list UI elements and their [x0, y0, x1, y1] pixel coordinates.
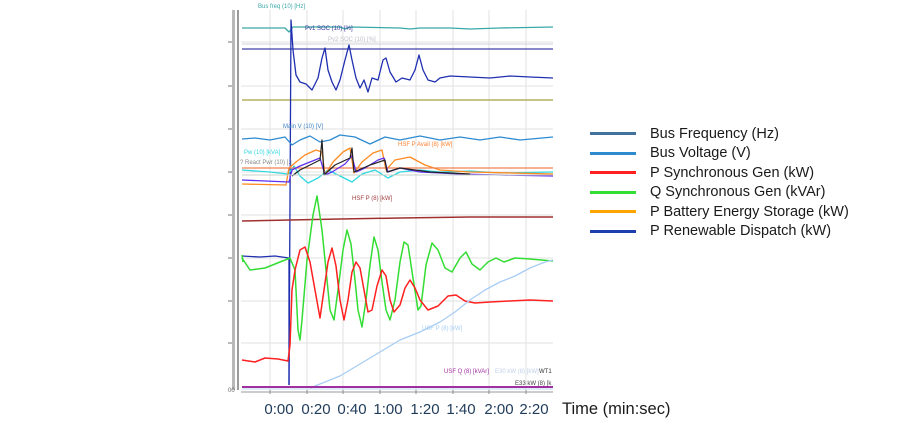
x-tick-label: 1:40 — [446, 401, 476, 418]
grid-lines — [228, 10, 553, 394]
series-line — [241, 254, 244, 263]
x-tick-label: 0:00 — [264, 401, 294, 418]
trace-label: Pv2 SOC (10) [%] — [328, 37, 376, 43]
series-line — [241, 255, 290, 385]
y-axis — [232, 10, 553, 393]
legend-label: Bus Frequency (Hz) — [650, 125, 779, 142]
legend-item: Bus Voltage (V) — [590, 144, 849, 164]
x-tick-label: 2:00 — [484, 401, 514, 418]
trace-label: Pw (10) [kVA] — [244, 150, 281, 156]
trace-label: USF Q (8) [kVAr] — [444, 369, 489, 375]
series-line — [241, 216, 553, 222]
trace-label: WT1 — [539, 369, 552, 375]
legend-item: Q Synchronous Gen (kVAr) — [590, 183, 849, 203]
legend-item: Bus Frequency (Hz) — [590, 124, 849, 144]
x-tick-label: 1:00 — [373, 401, 403, 418]
origin-label: 00 — [228, 388, 235, 394]
x-axis-label: Time (min:sec) — [562, 400, 671, 418]
trace-label: Pv1 SOC (10) [%] — [305, 26, 353, 32]
legend-item: P Renewable Dispatch (kW) — [590, 222, 849, 242]
trace-label: Bus freq (10) [Hz] — [258, 4, 305, 10]
series-line — [241, 246, 554, 363]
legend-label: Q Synchronous Gen (kVAr) — [650, 184, 826, 201]
trace-label: ? React Pwr (10) [.] — [240, 160, 292, 166]
series-line — [241, 195, 554, 341]
trace-label: E30 kW (8) [kW] — [495, 369, 539, 375]
series-line — [241, 134, 554, 146]
trace-labels: Bus freq (10) [Hz] Pv1 SOC (10) [%] Pv2 SO… — [240, 4, 552, 387]
x-tick-label: 0:20 — [301, 401, 331, 418]
legend-swatch-icon — [590, 151, 636, 155]
series-line — [309, 259, 554, 389]
x-tick-label: 2:20 — [519, 401, 549, 418]
legend-label: Bus Voltage (V) — [650, 145, 751, 162]
legend-swatch-icon — [590, 190, 636, 194]
legend-label: P Renewable Dispatch (kW) — [650, 223, 832, 240]
series-lines — [241, 19, 554, 390]
trace-label: HSF P (8) [kW] — [352, 196, 393, 202]
trace-label: USF P (8) [kW] — [422, 326, 463, 332]
legend-item: P Synchronous Gen (kW) — [590, 163, 849, 183]
trace-label: HSF P Avail (8) [kW] — [398, 142, 453, 148]
trace-label: Main V (10) [V] — [283, 124, 323, 130]
series-line — [241, 147, 554, 186]
x-tick-label: 0:40 — [337, 401, 367, 418]
legend-swatch-icon — [590, 210, 636, 214]
trace-label: E33 kW (8) [k — [515, 381, 552, 387]
legend-swatch-icon — [590, 229, 636, 233]
legend-swatch-icon — [590, 132, 636, 136]
x-tick-label: 1:20 — [410, 401, 440, 418]
series-line — [242, 26, 554, 33]
series-line — [241, 155, 554, 183]
series-line — [288, 19, 554, 386]
legend-item: P Battery Energy Storage (kW) — [590, 202, 849, 222]
legend-label: P Synchronous Gen (kW) — [650, 164, 815, 181]
legend-swatch-icon — [590, 171, 636, 175]
series-line — [291, 139, 471, 177]
legend-label: P Battery Energy Storage (kW) — [650, 203, 849, 220]
legend: Bus Frequency (Hz) Bus Voltage (V) P Synch… — [590, 124, 849, 241]
